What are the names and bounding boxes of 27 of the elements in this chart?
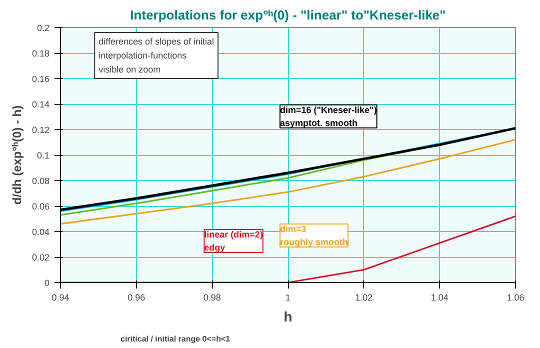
y-tick-label: 0.04 xyxy=(32,227,50,237)
annotation: differences of slopes of initial interpolation-functions visible on zoom xyxy=(98,36,214,74)
y-tick-label: 0.2 xyxy=(36,23,50,33)
text: dim=16 ("Kneser-like") asymptot. smooth xyxy=(280,104,377,128)
text: linear (dim=2) edgy xyxy=(204,230,263,252)
line-series xyxy=(60,138,516,225)
x-tick-label: 1.02 xyxy=(355,292,373,302)
x-tick-label: 0.94 xyxy=(52,292,70,302)
y-tick-label: 0.06 xyxy=(32,202,50,212)
y-tick-label: 0.08 xyxy=(32,176,50,186)
y-axis-title: d/dh (exp°ʰ(0) - h) xyxy=(10,105,24,205)
y-tick-label: 0.1 xyxy=(36,150,50,160)
text: dim=3 roughly smooth xyxy=(280,224,348,247)
x-tick-label: 0.96 xyxy=(128,292,146,302)
y-tick-label: 0.18 xyxy=(32,48,50,58)
x-tick-label: 0.98 xyxy=(203,292,221,302)
y-tick-label: 0.16 xyxy=(32,74,50,84)
x-tick-label: 1.04 xyxy=(430,292,448,302)
x-tick-label: 1 xyxy=(285,292,291,302)
y-tick-label: 0.12 xyxy=(32,125,50,135)
y-tick-label: 0.14 xyxy=(32,100,50,110)
y-tick-label: 0.02 xyxy=(32,252,50,262)
text: ciritical / initial range 0<=h<1 xyxy=(120,334,231,344)
chart-title: Interpolations for exp°ʰ(0) - "linear" to"Kneser-like" xyxy=(130,8,446,22)
x-tick-label: 1.06 xyxy=(506,292,524,302)
y-tick-label: 0 xyxy=(44,278,50,288)
x-axis-title: h xyxy=(284,308,292,324)
